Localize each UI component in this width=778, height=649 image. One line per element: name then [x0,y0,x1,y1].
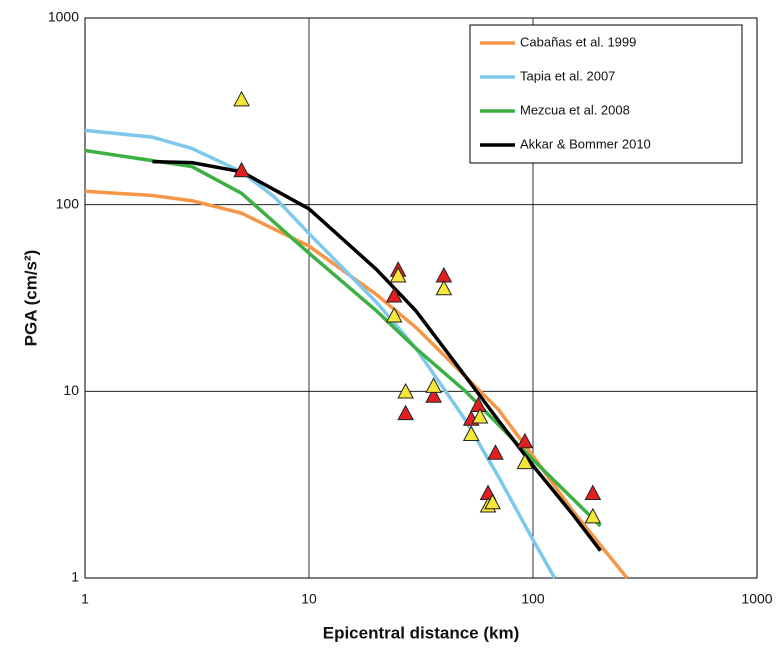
data-point [397,404,414,421]
y-tick-label: 100 [56,195,80,211]
data-point [584,484,602,501]
data-point [233,161,250,178]
data-point [385,286,403,303]
data-point [435,279,453,296]
legend-label: Cabañas et al. 1999 [520,34,636,49]
data-point [487,444,504,460]
data-point [516,453,534,470]
x-axis-title: Epicentral distance (km) [323,623,520,642]
y-tick-label: 1 [71,569,79,585]
x-tick-label: 100 [521,591,545,607]
data-point [462,425,480,441]
x-tick-label: 10 [301,591,317,607]
legend-label: Akkar & Bommer 2010 [520,136,651,151]
data-point [233,90,250,107]
y-tick-label: 10 [63,382,79,398]
data-point [389,266,407,283]
x-tick-label: 1000 [741,591,772,607]
data-point [484,493,501,510]
series-line [84,189,629,580]
series-line [84,128,557,579]
data-point [397,382,414,399]
data-point [425,377,442,393]
data-point [584,507,602,524]
legend-label: Tapia et al. 2007 [520,68,615,83]
y-tick-label: 1000 [48,9,79,25]
data-point [385,306,403,323]
data-point [471,407,489,424]
legend-box [469,24,743,164]
y-axis-title: PGA (cm/s²) [21,250,40,347]
data-point [425,387,442,403]
data-point [516,432,534,449]
series-line [152,159,602,552]
x-tick-label: 1 [81,591,89,607]
legend-label: Mezcua et al. 2008 [520,102,630,117]
